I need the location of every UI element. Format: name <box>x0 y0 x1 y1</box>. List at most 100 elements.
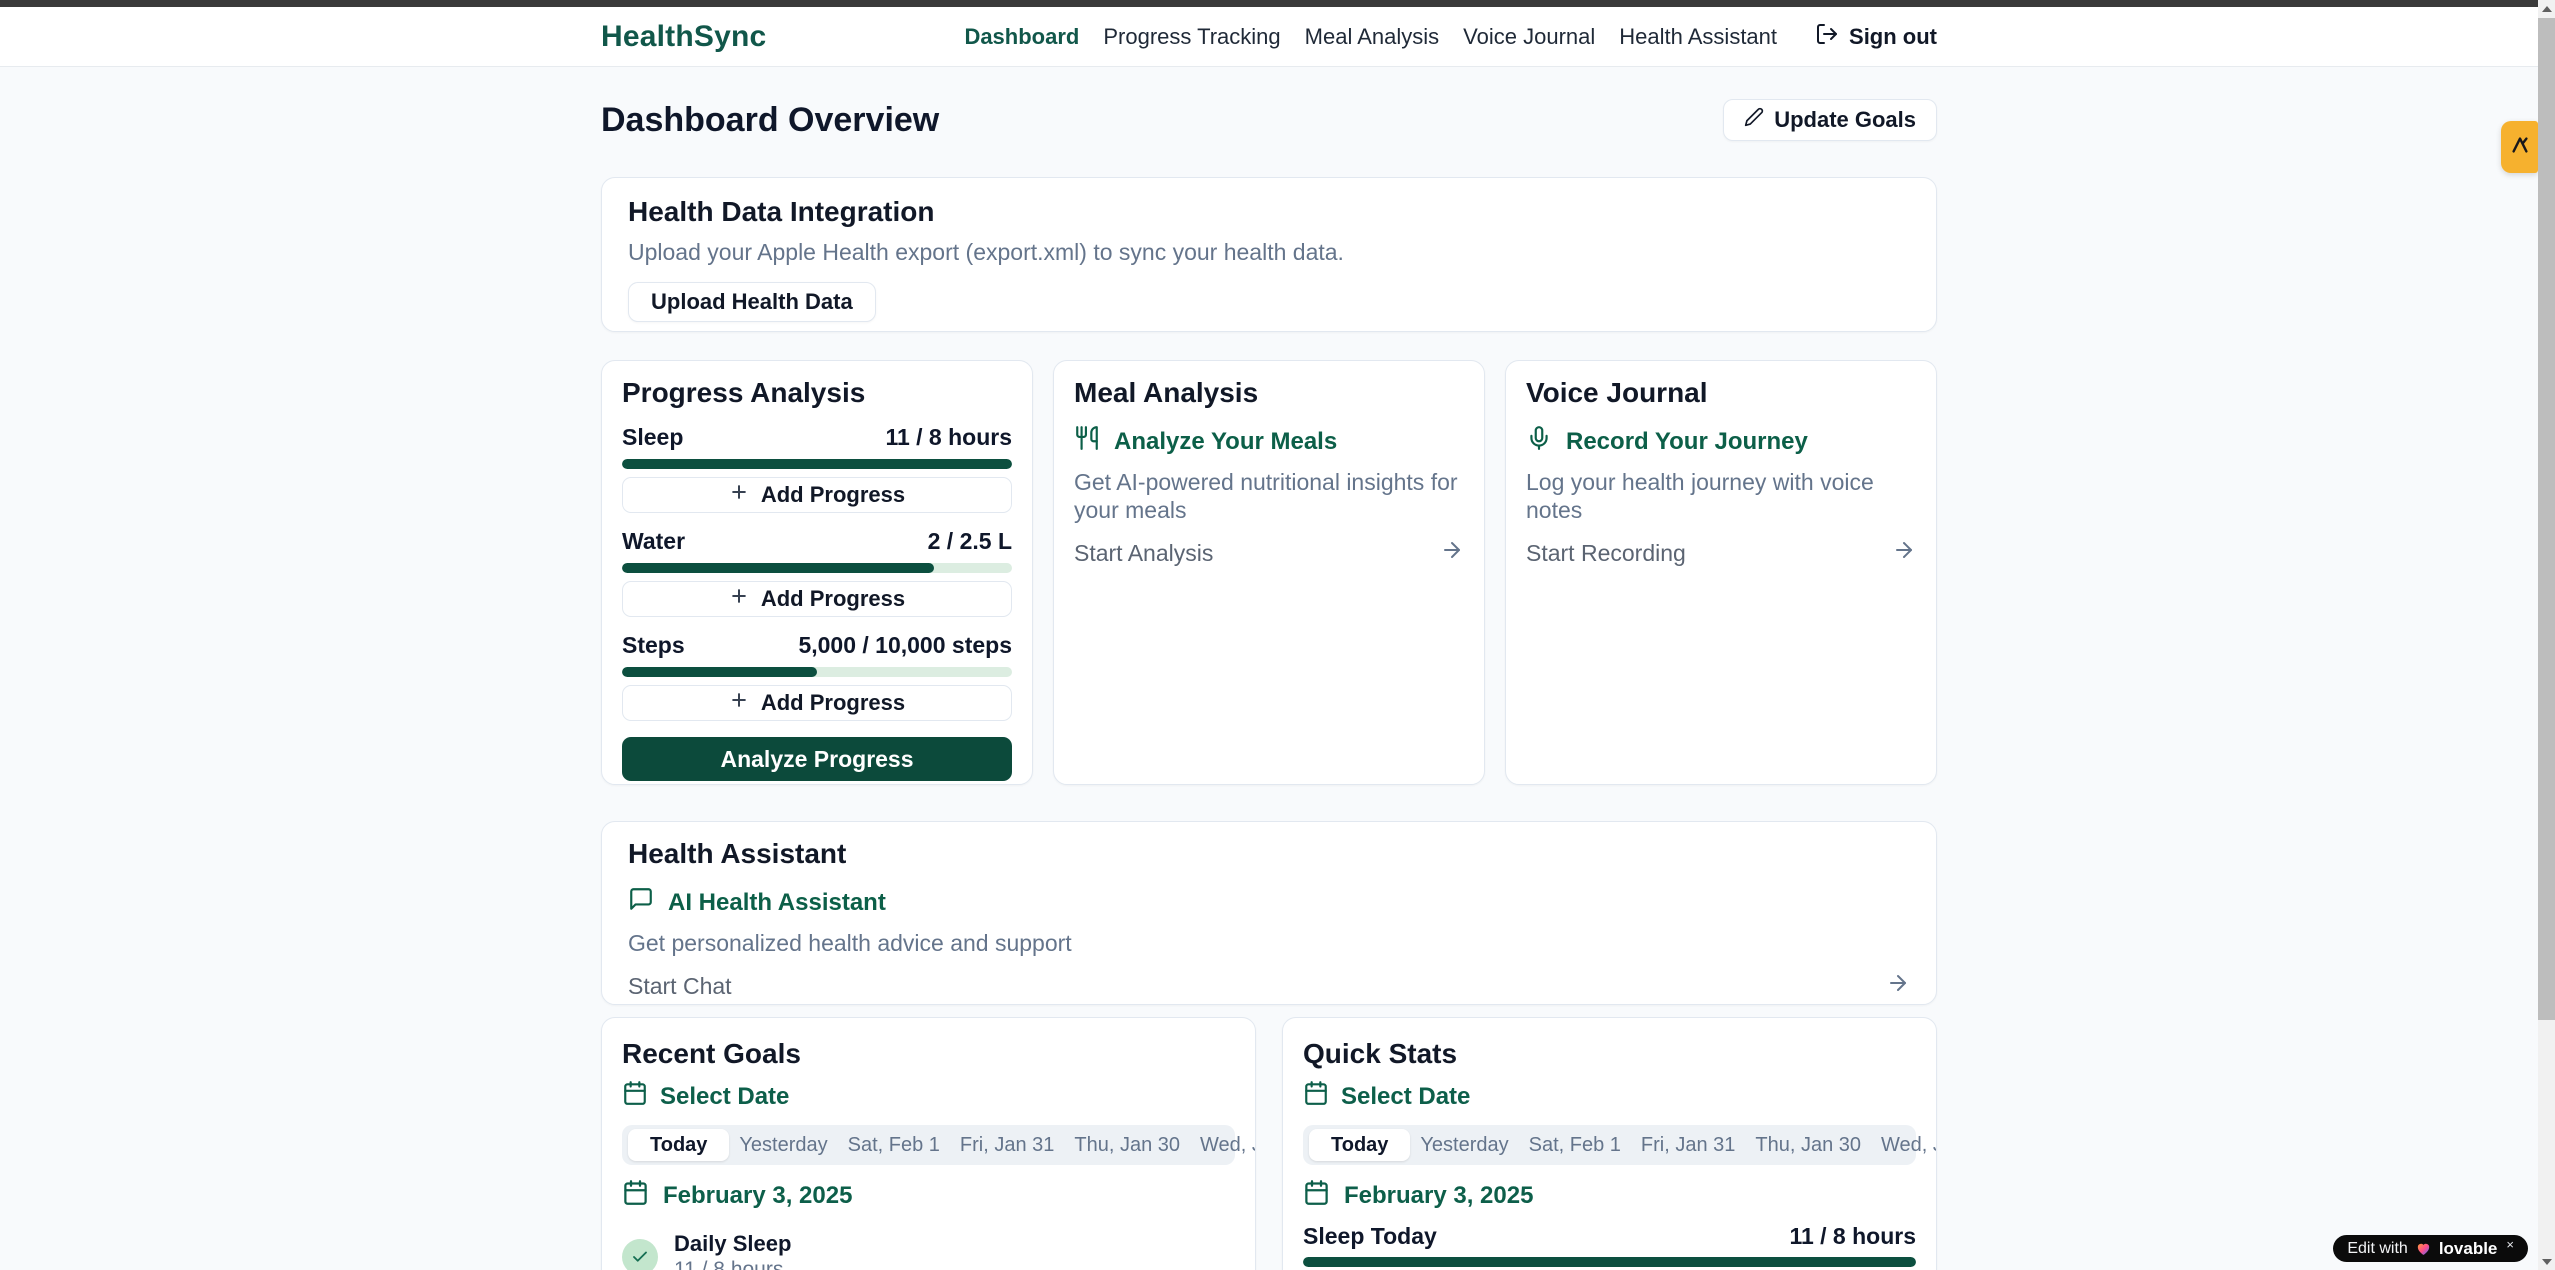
plus-icon <box>729 690 749 716</box>
card-title: Quick Stats <box>1303 1038 1458 1069</box>
progress-bar <box>622 459 1012 469</box>
selected-date: February 3, 2025 <box>1303 1179 1916 1213</box>
update-goals-button[interactable]: Update Goals <box>1723 99 1937 141</box>
vertical-scrollbar[interactable] <box>2538 0 2555 1270</box>
add-progress-button[interactable]: Add Progress <box>622 685 1012 721</box>
tab-thu-jan-30[interactable]: Thu, Jan 30 <box>1755 1133 1862 1156</box>
scrollbar-thumb[interactable] <box>2538 18 2555 1020</box>
arrow-right-icon <box>1440 538 1464 568</box>
quick-stats-card: Quick Stats Select Date Today Yesterday … <box>1282 1017 1937 1270</box>
link-label: AI Health Assistant <box>668 888 886 916</box>
progress-analysis-card: Progress Analysis Sleep 11 / 8 hours Add… <box>601 360 1033 785</box>
check-circle-icon <box>622 1238 658 1270</box>
selected-date-label: February 3, 2025 <box>663 1182 853 1209</box>
metric-steps: Steps 5,000 / 10,000 steps Add Progress <box>622 631 1012 721</box>
goal-value: 11 / 8 hours <box>674 1258 784 1270</box>
tab-fri-jan-31[interactable]: Fri, Jan 31 <box>959 1133 1055 1156</box>
calendar-icon <box>622 1179 649 1213</box>
tab-sat-feb-1[interactable]: Sat, Feb 1 <box>847 1133 940 1156</box>
metric-label: Sleep <box>622 424 684 450</box>
voice-journal-card[interactable]: Voice Journal Record Your Journey Log yo… <box>1505 360 1937 785</box>
tab-today[interactable]: Today <box>628 1129 730 1161</box>
metric-sleep: Sleep 11 / 8 hours Add Progress <box>622 423 1012 513</box>
metric-value: 11 / 8 hours <box>885 424 1012 450</box>
metric-water: Water 2 / 2.5 L Add Progress <box>622 527 1012 617</box>
close-icon[interactable]: × <box>2506 1237 2514 1252</box>
pencil-icon <box>1744 107 1764 133</box>
select-date-label: Select Date <box>660 1082 790 1110</box>
goal-name: Daily Sleep <box>674 1231 792 1256</box>
recent-goals-card: Recent Goals Select Date Today Yesterday… <box>601 1017 1256 1270</box>
edit-with-lovable-badge[interactable]: Edit with lovable × <box>2333 1235 2528 1262</box>
card-title: Health Data Integration <box>628 196 935 227</box>
select-date-button[interactable]: Select Date <box>622 1080 1235 1113</box>
start-recording-action[interactable]: Start Recording <box>1526 538 1916 568</box>
arrow-right-icon <box>1886 971 1910 1001</box>
tab-wed-jan-29[interactable]: Wed, Jan 29 <box>1200 1133 1255 1156</box>
sign-out-button[interactable]: Sign out <box>1815 22 1937 52</box>
add-progress-button[interactable]: Add Progress <box>622 581 1012 617</box>
tab-yesterday[interactable]: Yesterday <box>1420 1133 1509 1156</box>
nav-link-health-assistant[interactable]: Health Assistant <box>1619 23 1778 49</box>
health-assistant-card[interactable]: Health Assistant AI Health Assistant Get… <box>601 821 1937 1005</box>
nav-links: Dashboard Progress Tracking Meal Analysi… <box>964 22 1937 52</box>
calendar-icon <box>622 1080 648 1113</box>
tab-wed-jan-29[interactable]: Wed, Jan 29 <box>1881 1133 1936 1156</box>
tab-thu-jan-30[interactable]: Thu, Jan 30 <box>1074 1133 1181 1156</box>
add-progress-label: Add Progress <box>760 586 906 611</box>
tab-fri-jan-31[interactable]: Fri, Jan 31 <box>1640 1133 1736 1156</box>
calendar-icon <box>1303 1179 1330 1213</box>
lovable-logo-icon <box>2509 134 2531 161</box>
tab-sat-feb-1[interactable]: Sat, Feb 1 <box>1528 1133 1621 1156</box>
metric-value: 5,000 / 10,000 steps <box>798 632 1012 658</box>
selected-date-label: February 3, 2025 <box>1344 1182 1534 1209</box>
select-date-button[interactable]: Select Date <box>1303 1080 1916 1113</box>
card-title: Meal Analysis <box>1074 377 1259 408</box>
calendar-icon <box>1303 1080 1329 1113</box>
date-tabs: Today Yesterday Sat, Feb 1 Fri, Jan 31 T… <box>1303 1125 1936 1165</box>
tab-yesterday[interactable]: Yesterday <box>739 1133 828 1156</box>
action-label: Start Analysis <box>1074 539 1214 566</box>
action-label: Start Chat <box>628 972 732 999</box>
card-title: Voice Journal <box>1526 377 1708 408</box>
add-progress-label: Add Progress <box>760 482 906 507</box>
lovable-label: lovable <box>2438 1238 2498 1258</box>
upload-health-data-button[interactable]: Upload Health Data <box>628 282 876 322</box>
date-tabs: Today Yesterday Sat, Feb 1 Fri, Jan 31 T… <box>622 1125 1255 1165</box>
log-out-icon <box>1815 22 1839 52</box>
lovable-side-badge[interactable] <box>2501 121 2538 173</box>
stat-value: 11 / 8 hours <box>1789 1223 1916 1249</box>
goal-item: Daily Sleep 11 / 8 hours <box>622 1231 1235 1270</box>
nav-link-meal-analysis[interactable]: Meal Analysis <box>1304 23 1440 49</box>
card-title: Recent Goals <box>622 1038 801 1069</box>
scrollbar-down-button[interactable] <box>2538 1253 2555 1270</box>
ai-health-assistant-link[interactable]: AI Health Assistant <box>628 886 1910 919</box>
meal-analysis-card[interactable]: Meal Analysis Analyze Your Meals Get AI-… <box>1053 360 1485 785</box>
nav-link-progress-tracking[interactable]: Progress Tracking <box>1103 23 1281 49</box>
record-your-journey-link[interactable]: Record Your Journey <box>1526 425 1916 458</box>
analyze-your-meals-link[interactable]: Analyze Your Meals <box>1074 425 1464 458</box>
analyze-progress-button[interactable]: Analyze Progress <box>622 737 1012 781</box>
add-progress-button[interactable]: Add Progress <box>622 477 1012 513</box>
link-label: Record Your Journey <box>1566 427 1808 455</box>
start-chat-action[interactable]: Start Chat <box>628 971 1910 1001</box>
microphone-icon <box>1526 425 1552 458</box>
page-title: Dashboard Overview <box>601 100 940 139</box>
card-description: Get personalized health advice and suppo… <box>628 930 1072 956</box>
tab-today[interactable]: Today <box>1309 1129 1411 1161</box>
card-description: Log your health journey with voice notes <box>1526 469 1874 523</box>
progress-bar <box>622 563 1012 573</box>
start-analysis-action[interactable]: Start Analysis <box>1074 538 1464 568</box>
scrollbar-up-button[interactable] <box>2538 0 2555 17</box>
lovable-heart-icon <box>2415 1240 2432 1257</box>
nav-link-voice-journal[interactable]: Voice Journal <box>1463 23 1596 49</box>
nav-link-dashboard[interactable]: Dashboard <box>964 23 1080 49</box>
card-title: Progress Analysis <box>622 377 866 408</box>
link-label: Analyze Your Meals <box>1114 427 1338 455</box>
select-date-label: Select Date <box>1341 1082 1471 1110</box>
progress-bar <box>1303 1257 1916 1267</box>
brand-logo: HealthSync <box>601 19 767 53</box>
stat-label: Sleep Today <box>1303 1223 1437 1249</box>
edit-with-label: Edit with <box>2347 1239 2408 1257</box>
stat-row: Sleep Today 11 / 8 hours <box>1303 1223 1916 1250</box>
